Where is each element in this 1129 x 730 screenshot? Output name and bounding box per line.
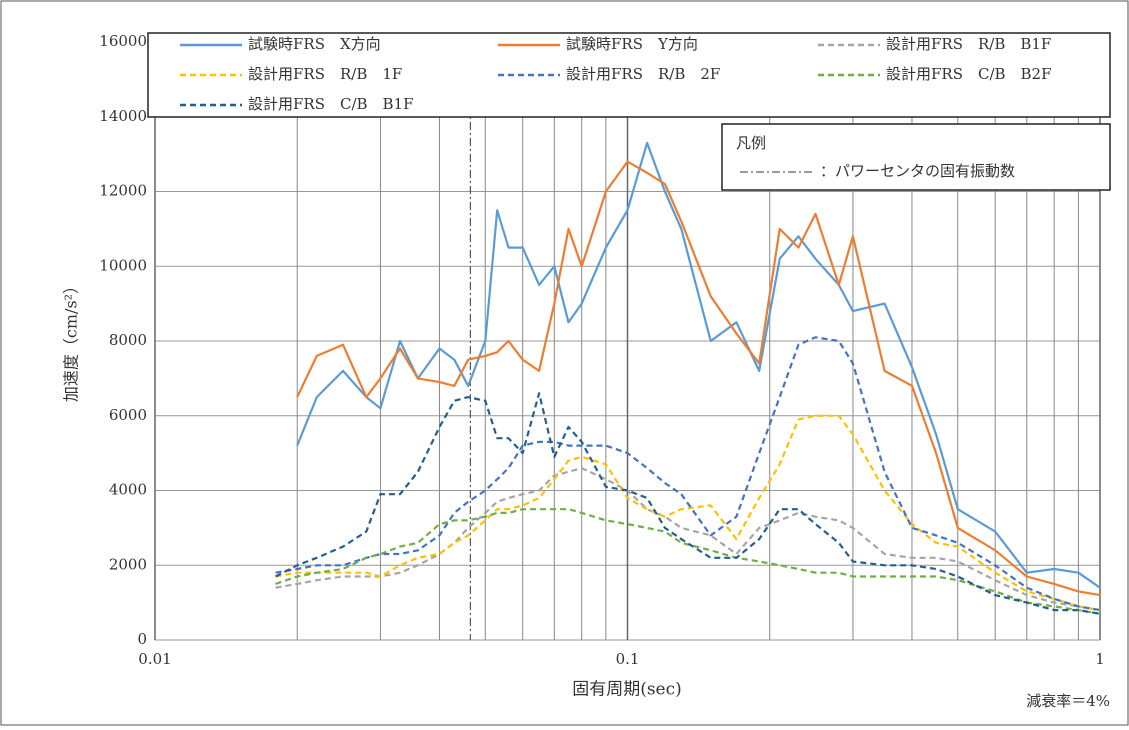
x-axis-label: 固有周期(sec) <box>572 680 682 700</box>
x-tick-label: 0.01 <box>138 650 171 668</box>
y-tick-label: 0 <box>137 630 147 648</box>
y-axis-label: 加速度（cm/s²） <box>62 278 81 402</box>
y-tick-label: 16000 <box>99 32 147 50</box>
legend-label: 試験時FRS X方向 <box>248 35 381 53</box>
x-tick-label: 0.1 <box>616 650 640 668</box>
series-line <box>275 414 1101 612</box>
y-tick-label: 8000 <box>109 331 147 349</box>
y-tick-label: 6000 <box>109 406 147 424</box>
y-tick-label: 10000 <box>99 256 147 274</box>
y-tick-label: 12000 <box>99 182 147 200</box>
series-line <box>296 160 1101 597</box>
series-line <box>275 392 1101 615</box>
reference-title: 凡例 <box>736 134 766 152</box>
series-line <box>275 336 1101 612</box>
y-tick-label: 4000 <box>109 481 147 499</box>
legend-label: 設計用FRS R/B 1F <box>248 65 402 83</box>
y-tick-label: 2000 <box>109 555 147 573</box>
legend <box>147 32 1111 118</box>
legend-label: 設計用FRS C/B B2F <box>886 65 1052 83</box>
reference-label: ：パワーセンタの固有振動数 <box>820 162 1015 180</box>
legend-label: 設計用FRS R/B B1F <box>886 35 1051 53</box>
x-tick-label: 1 <box>1095 650 1105 668</box>
legend-label: 設計用FRS C/B B1F <box>248 95 414 113</box>
y-tick-label: 14000 <box>99 107 147 125</box>
reference-legend <box>721 123 1111 191</box>
legend-label: 設計用FRS R/B 2F <box>566 65 720 83</box>
damping-note: 減衰率＝4% <box>1026 692 1110 710</box>
legend-label: 試験時FRS Y方向 <box>566 35 698 53</box>
series-line <box>275 508 1101 615</box>
series-line <box>296 141 1101 589</box>
